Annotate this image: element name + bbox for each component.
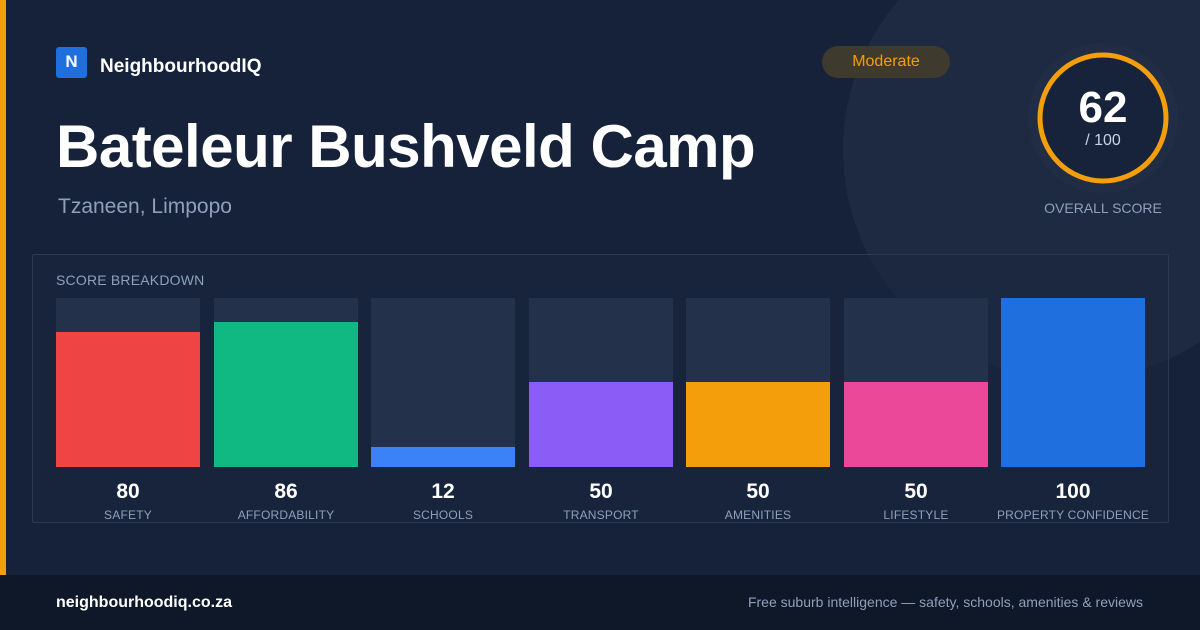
bar-track bbox=[214, 298, 358, 467]
breakdown-column-affordability: 86 AFFORDABILITY bbox=[214, 298, 358, 522]
brand-name: NeighbourhoodIQ bbox=[100, 56, 262, 77]
share-card: N NeighbourhoodIQ Moderate Bateleur Bush… bbox=[0, 0, 1178, 575]
bar-track bbox=[844, 298, 988, 467]
bar-fill bbox=[214, 322, 358, 467]
bar-fill bbox=[686, 382, 830, 467]
breakdown-column-property-confidence: 100 PROPERTY CONFIDENCE bbox=[997, 298, 1149, 522]
bar-fill bbox=[56, 332, 200, 467]
bar-value: 12 bbox=[431, 480, 455, 503]
bar-value: 86 bbox=[274, 480, 298, 503]
footer: neighbourhoodiq.co.za Free suburb intell… bbox=[0, 575, 1200, 630]
bar-fill bbox=[371, 447, 515, 467]
location-subtitle: Tzaneen, Limpopo bbox=[58, 195, 232, 218]
bar-fill bbox=[844, 382, 988, 467]
bar-track bbox=[56, 298, 200, 467]
bar-label: PROPERTY CONFIDENCE bbox=[996, 508, 1150, 522]
score-ring-icon bbox=[1028, 43, 1178, 193]
bar-track bbox=[529, 298, 673, 467]
score-breakdown-panel: SCORE BREAKDOWN 80 SAFETY 86 AFFORDABILITY 1… bbox=[32, 254, 1169, 523]
bar-label: AFFORDABILITY bbox=[237, 508, 335, 522]
footer-tagline: Free suburb intelligence — safety, schoo… bbox=[747, 594, 1143, 610]
bar-value: 50 bbox=[746, 480, 770, 503]
bar-value: 100 bbox=[1055, 480, 1091, 503]
rating-badge: Moderate bbox=[822, 46, 950, 78]
bar-fill bbox=[529, 382, 673, 467]
bar-fill bbox=[1001, 298, 1145, 467]
overall-score-value: 62 bbox=[1078, 83, 1128, 132]
breakdown-column-lifestyle: 50 LIFESTYLE bbox=[844, 298, 988, 522]
breakdown-column-schools: 12 SCHOOLS bbox=[371, 298, 515, 522]
bar-track bbox=[686, 298, 830, 467]
bar-track bbox=[1001, 298, 1145, 467]
accent-strip bbox=[0, 0, 6, 575]
bar-value: 50 bbox=[589, 480, 613, 503]
bar-label: SAFETY bbox=[104, 508, 152, 522]
bar-value: 50 bbox=[904, 480, 928, 503]
footer-url-link[interactable]: neighbourhoodiq.co.za bbox=[56, 594, 232, 611]
bar-label: LIFESTYLE bbox=[883, 508, 949, 522]
bar-label: SCHOOLS bbox=[412, 508, 474, 522]
overall-score-caption: OVERALL SCORE bbox=[1044, 200, 1162, 216]
breakdown-heading: SCORE BREAKDOWN bbox=[56, 272, 205, 288]
overall-score-max: / 100 bbox=[1085, 132, 1121, 149]
breakdown-column-amenities: 50 AMENITIES bbox=[686, 298, 830, 522]
overall-score-ring: 62 / 100 bbox=[1028, 43, 1178, 193]
page-title: Bateleur Bushveld Camp bbox=[56, 113, 756, 180]
brand-logo-icon: N bbox=[56, 46, 87, 78]
bar-label: AMENITIES bbox=[724, 508, 792, 522]
bar-value: 80 bbox=[116, 480, 140, 503]
bar-label: TRANSPORT bbox=[563, 508, 639, 522]
breakdown-column-safety: 80 SAFETY bbox=[56, 298, 200, 522]
brand[interactable]: N NeighbourhoodIQ bbox=[56, 46, 261, 78]
breakdown-column-transport: 50 TRANSPORT bbox=[529, 298, 673, 522]
breakdown-bars: 80 SAFETY 86 AFFORDABILITY 12 SCHOOLS 50 TRANSP… bbox=[56, 298, 1149, 522]
bar-track bbox=[371, 298, 515, 467]
